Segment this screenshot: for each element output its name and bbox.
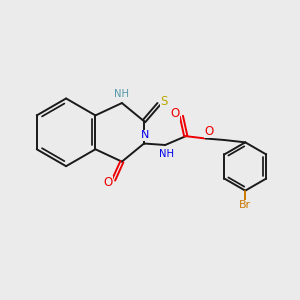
Text: O: O [103,176,112,189]
Text: S: S [160,94,168,108]
Text: NH: NH [114,89,129,99]
Text: O: O [170,107,179,120]
Text: O: O [204,125,213,138]
Text: NH: NH [159,149,174,159]
Text: N: N [140,130,149,140]
Text: Br: Br [239,200,251,210]
